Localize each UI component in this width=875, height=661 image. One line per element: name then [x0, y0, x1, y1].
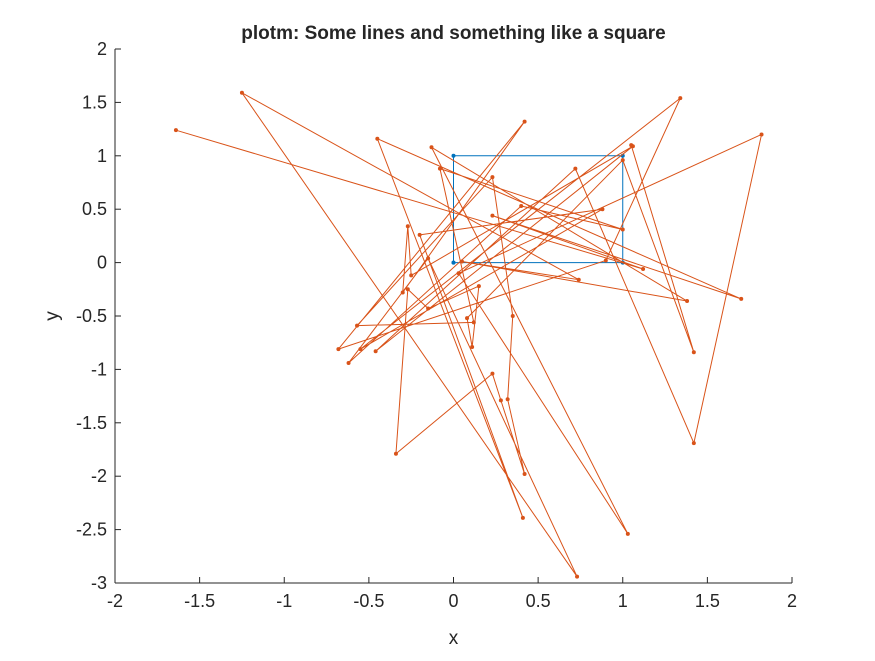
series-1-point-42 [393, 451, 398, 456]
series-1-point-44 [426, 306, 431, 311]
y-axis-label: y [42, 311, 63, 321]
series-1-point-38 [505, 397, 510, 402]
series-1-point-25 [459, 259, 464, 264]
x-tick-label-1: -1.5 [184, 591, 215, 611]
series-1-point-34 [471, 320, 476, 325]
y-tick-label-8: 1 [97, 146, 107, 166]
y-tick-label-2: -2 [91, 466, 107, 486]
series-1-point-14 [405, 224, 410, 229]
series-1-point-19 [691, 441, 696, 446]
y-tick-label-0: -3 [91, 573, 107, 593]
series-1-point-48 [620, 158, 625, 163]
series-0-point-4 [451, 260, 456, 265]
series-1-point-21 [456, 271, 461, 276]
series-1-point-50 [629, 143, 634, 148]
x-tick-label-4: 0 [448, 591, 458, 611]
series-1-point-22 [625, 531, 630, 536]
series-1-point-2 [490, 213, 495, 218]
series-1-point-43 [405, 287, 410, 292]
series-1-point-13 [400, 290, 405, 295]
series-1-point-0 [173, 128, 178, 133]
series-1-point-46 [470, 344, 475, 349]
series-1-point-26 [576, 277, 581, 282]
x-tick-label-2: -1 [276, 591, 292, 611]
chart-title: plotm: Some lines and something like a s… [241, 23, 665, 44]
series-1-point-29 [426, 256, 431, 261]
plot-area [115, 49, 792, 583]
series-1-point-12 [522, 119, 527, 124]
y-tick-label-9: 1.5 [82, 92, 107, 112]
series-1-point-24 [685, 299, 690, 304]
series-1-point-39 [522, 472, 527, 477]
series-1-point-28 [575, 574, 580, 579]
y-tick-label-5: -0.5 [76, 306, 107, 326]
x-tick-label-0: -2 [107, 591, 123, 611]
x-tick-label-8: 2 [787, 591, 797, 611]
series-1-point-8 [358, 347, 363, 352]
x-tick-label-5: 0.5 [526, 591, 551, 611]
series-1-point-4 [375, 136, 380, 141]
x-tick-label-7: 1.5 [695, 591, 720, 611]
y-tick-label-3: -1.5 [76, 413, 107, 433]
series-1-point-31 [519, 204, 524, 208]
series-1-point-20 [759, 132, 764, 137]
series-1-point-40 [498, 398, 503, 403]
series-1-point-27 [239, 90, 244, 95]
series-1-point-32 [620, 227, 625, 232]
series-1-point-17 [373, 349, 378, 354]
series-1-point-41 [490, 371, 495, 376]
y-tick-label-6: 0 [97, 253, 107, 273]
series-1-point-9 [678, 96, 683, 101]
series-1-point-33 [437, 166, 442, 171]
x-tick-label-3: -0.5 [353, 591, 384, 611]
series-1 [173, 90, 764, 579]
axes-layer: -2 -1.5 -1 -0.5 0 0.5 1 1.5 2 -3 -2.5 -2 -1.5 -1 -0.5 0… [76, 39, 797, 611]
series-1-point-47 [465, 316, 470, 321]
series-1-point-15 [409, 273, 414, 278]
series-0-point-3 [451, 153, 456, 158]
series-1-point-6 [417, 232, 422, 237]
series-1-point-37 [510, 314, 515, 318]
series-1-point-45 [476, 284, 481, 289]
series-1-point-36 [490, 175, 495, 180]
series-1-point-1 [641, 267, 646, 272]
y-tick-label-4: -1 [91, 359, 107, 379]
x-tick-label-6: 1 [618, 591, 628, 611]
y-tick-label-1: -2.5 [76, 520, 107, 540]
series-1-point-11 [336, 347, 341, 352]
y-tick-label-7: 0.5 [82, 199, 107, 219]
series-1-point-7 [600, 207, 605, 212]
y-tick-label-10: 2 [97, 39, 107, 59]
series-1-point-3 [739, 296, 744, 301]
series-1-point-35 [355, 323, 360, 328]
series-1-point-30 [346, 360, 351, 365]
series-1-point-23 [429, 145, 434, 150]
series-1-point-10 [603, 258, 608, 263]
series-1-point-18 [573, 166, 578, 171]
series-layer [173, 90, 764, 579]
series-1-point-5 [520, 515, 525, 520]
series-1-point-49 [691, 350, 696, 355]
x-axis-label: x [449, 628, 459, 649]
